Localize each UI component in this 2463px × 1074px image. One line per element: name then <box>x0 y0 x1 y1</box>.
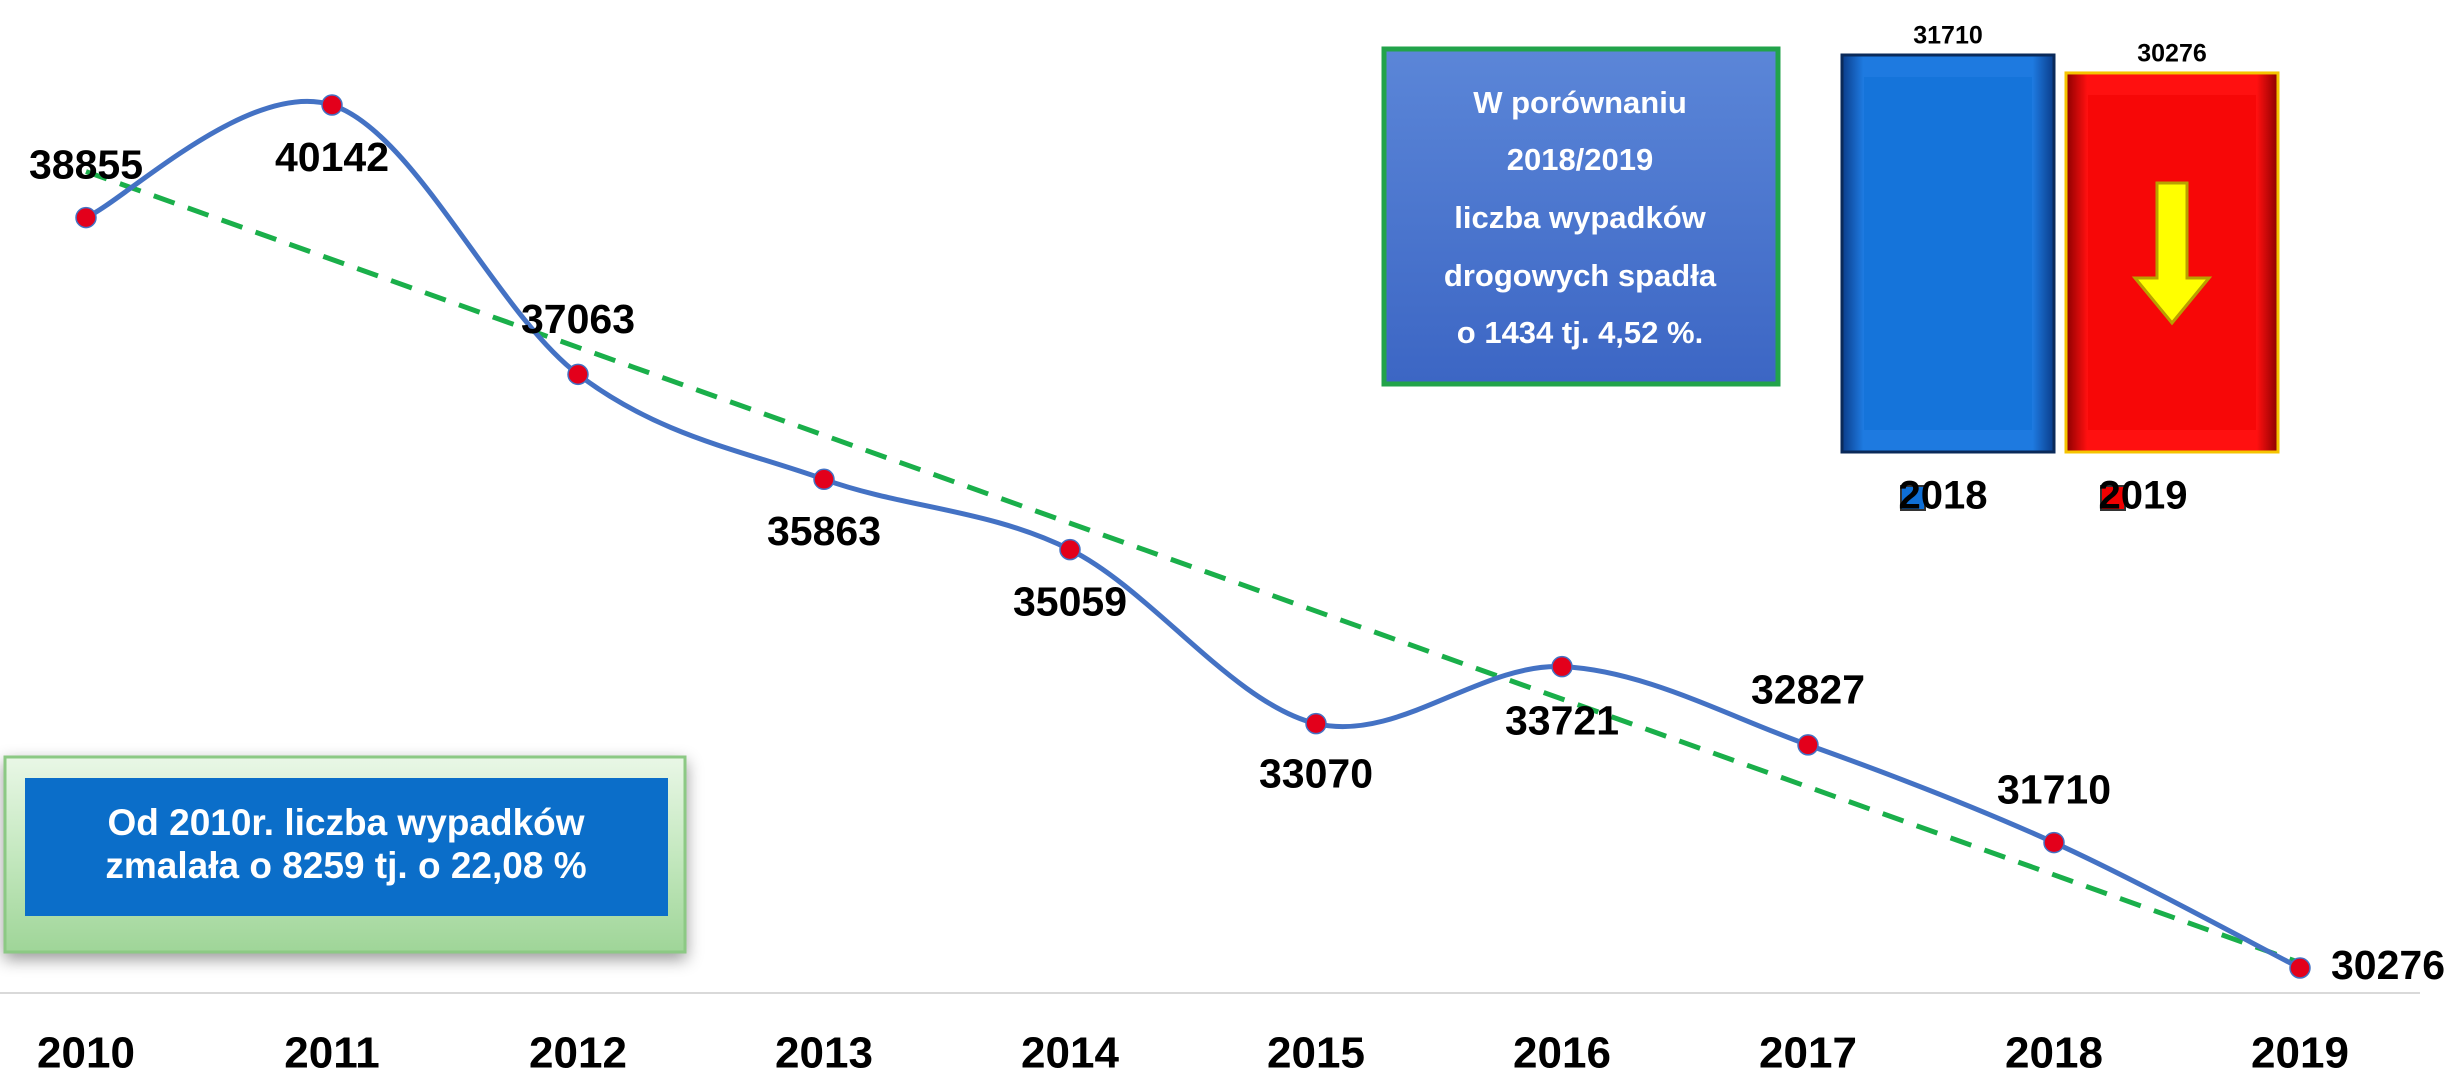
annotation-box: Od 2010r. liczba wypadków zmalała o 8259… <box>5 757 685 952</box>
marker <box>2290 958 2310 978</box>
data-label: 35863 <box>767 508 881 554</box>
bar-bevel <box>1864 77 2032 430</box>
x-tick-label: 2012 <box>529 1029 627 1074</box>
data-label: 37063 <box>521 296 635 342</box>
annotation-box: W porównaniu 2018/2019 liczba wypadków d… <box>1384 49 1778 384</box>
marker <box>814 469 834 489</box>
marker <box>1060 540 1080 560</box>
data-label: 31710 <box>1997 766 2111 812</box>
marker <box>1306 714 1326 734</box>
x-tick-label: 2019 <box>2251 1029 2349 1074</box>
data-label: 40142 <box>275 134 389 180</box>
x-tick-label: 2013 <box>775 1029 873 1074</box>
data-label: 31710 <box>1913 22 1983 50</box>
data-label: 35059 <box>1013 578 1127 624</box>
marker <box>568 364 588 384</box>
x-tick-label: 2018 <box>2005 1029 2103 1074</box>
annotation-line: zmalała o 8259 tj. o 22,08 % <box>105 845 586 886</box>
x-tick-label: 2016 <box>1513 1029 1611 1074</box>
x-tick-label: 2014 <box>1021 1029 1119 1074</box>
data-label: 33070 <box>1259 750 1373 796</box>
x-tick-label: 2017 <box>1759 1029 1857 1074</box>
chart: Od 2010r. liczba wypadków zmalała o 8259… <box>0 0 2463 1074</box>
x-tick-label: 2015 <box>1267 1029 1365 1074</box>
marker <box>322 95 342 115</box>
data-label: 38855 <box>29 141 143 187</box>
data-label: 30276 <box>2331 942 2445 988</box>
marker <box>76 208 96 228</box>
data-label: 33721 <box>1505 697 1619 743</box>
annotation-line: W porównaniu <box>1473 85 1687 120</box>
data-label: 32827 <box>1751 667 1865 713</box>
marker <box>1798 735 1818 755</box>
data-label: 30276 <box>2137 40 2207 68</box>
legend-label: 2019 <box>2099 474 2188 518</box>
annotation-line: 2018/2019 <box>1507 142 1654 177</box>
legend-label: 2018 <box>1899 474 1988 518</box>
bar-inset: 31710 2018 30276 2019 <box>1842 22 2278 518</box>
marker <box>1552 657 1572 677</box>
annotation-line: Od 2010r. liczba wypadków <box>107 802 584 843</box>
x-tick-label: 2011 <box>284 1029 379 1074</box>
x-tick-label: 2010 <box>37 1029 135 1074</box>
annotation-line: liczba wypadków <box>1454 200 1706 235</box>
annotation-line: drogowych spadła <box>1444 258 1717 293</box>
marker <box>2044 833 2064 853</box>
annotation-line: o 1434 tj. 4,52 %. <box>1457 315 1703 350</box>
